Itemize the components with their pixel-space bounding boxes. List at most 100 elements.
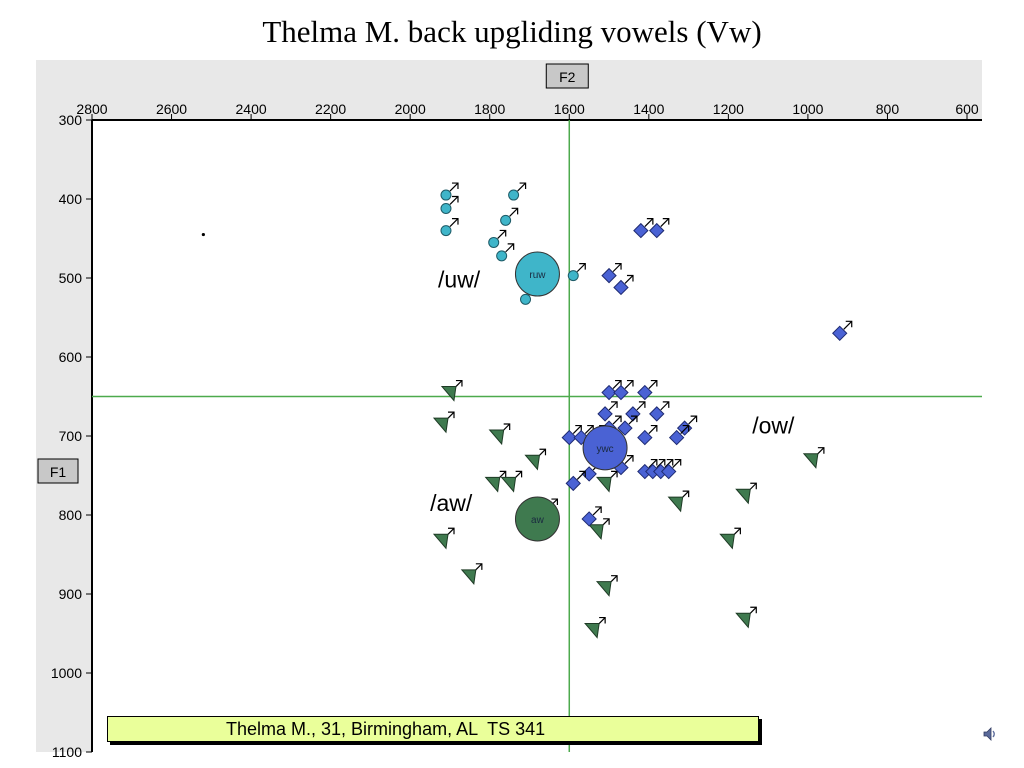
glide-arrow (449, 182, 459, 192)
glide-arrow (584, 425, 594, 435)
data-point-ow (668, 429, 685, 446)
glide-arrowhead (519, 182, 527, 190)
x-tick-label: 1000 (792, 101, 823, 117)
glide-arrow (576, 263, 586, 273)
glide-arrowhead (690, 415, 698, 423)
plot-area (92, 120, 982, 752)
glide-arrow (572, 425, 582, 435)
vowel-annotation: /ow/ (752, 413, 795, 439)
glide-arrowhead (448, 411, 455, 419)
data-point-uw (440, 202, 452, 214)
glide-arrowhead (662, 401, 670, 408)
mean-label: ruw (529, 270, 546, 281)
glide-arrowhead (611, 575, 618, 582)
glide-arrow (592, 506, 602, 516)
glide-arrow (624, 455, 634, 465)
glide-arrow (505, 243, 515, 253)
glide-arrow (612, 380, 622, 389)
data-point-ow (561, 429, 577, 446)
mean-marker (582, 425, 628, 471)
x-tick-label: 800 (876, 101, 900, 117)
data-point-uw (488, 236, 500, 248)
data-point-aw (735, 612, 751, 629)
speaker-icon[interactable] (982, 726, 998, 742)
glide-arrow (636, 401, 646, 411)
data-point-aw (500, 476, 517, 493)
glide-arrowhead (615, 415, 622, 423)
data-point-ow (617, 420, 633, 436)
data-point-aw (460, 569, 477, 585)
data-point-aw (595, 476, 612, 493)
glide-arrowhead (817, 447, 825, 454)
data-point-ow (601, 267, 617, 284)
data-point-uw (440, 225, 452, 237)
data-point-ow (597, 406, 613, 422)
glide-arrowhead (499, 470, 507, 478)
data-point-uw (496, 250, 508, 262)
glide-arrow (660, 218, 670, 228)
data-point-uw (520, 293, 532, 305)
glide-arrowhead (650, 379, 658, 387)
data-point-ow (649, 406, 665, 422)
chart-title: Thelma M. back upgliding vowels (Vw) (262, 14, 762, 49)
glide-arrow (509, 207, 519, 217)
y-tick-label: 700 (59, 428, 83, 444)
data-point-ow (637, 384, 653, 401)
y-tick-label: 500 (59, 270, 83, 286)
glide-arrowhead (845, 320, 853, 328)
glide-arrowhead (515, 470, 523, 478)
data-point-aw (802, 453, 819, 469)
y-tick-label: 300 (59, 112, 83, 128)
glide-arrow (648, 459, 658, 468)
data-point-ow (613, 279, 629, 296)
glide-arrowhead (615, 379, 622, 387)
y-tick-label: 800 (59, 507, 83, 523)
y-axis-title: F1 (50, 464, 67, 480)
glide-arrow (672, 459, 682, 468)
glide-arrow (608, 401, 618, 411)
glide-arrow (449, 218, 459, 228)
data-point-aw (432, 417, 449, 434)
glide-arrowhead (499, 229, 507, 237)
glide-arrow (612, 263, 622, 273)
stray-point (201, 232, 205, 237)
glide-arrow (624, 275, 634, 284)
glide-arrowhead (626, 379, 634, 387)
y-tick-label: 400 (59, 191, 83, 207)
mean-label: aw (531, 515, 545, 526)
y-tick-label: 600 (59, 349, 83, 365)
mean-marker (514, 251, 560, 297)
glide-arrowhead (539, 448, 547, 456)
glide-arrowhead (734, 527, 741, 535)
glide-arrow (517, 182, 527, 192)
glide-arrowhead (575, 424, 582, 432)
x-tick-label: 2800 (76, 101, 107, 117)
glide-arrow (648, 425, 658, 435)
glide-arrow (628, 415, 638, 425)
glide-arrowhead (666, 458, 674, 466)
glide-arrowhead (626, 274, 634, 282)
data-point-uw (508, 189, 520, 201)
data-point-aw (432, 533, 449, 550)
x-tick-label: 2600 (156, 101, 187, 117)
data-point-aw (588, 524, 604, 540)
glide-arrowhead (750, 482, 757, 490)
x-tick-label: 2400 (236, 101, 267, 117)
y-tick-label: 1100 (52, 744, 82, 760)
y-tick-label: 900 (59, 586, 83, 602)
vowel-annotation: /uw/ (438, 266, 481, 292)
glide-arrowhead (507, 243, 515, 250)
data-point-aw (719, 533, 735, 550)
glide-arrowhead (658, 458, 666, 466)
data-point-ow (581, 511, 597, 527)
data-point-uw (567, 270, 579, 282)
glide-arrowhead (511, 207, 519, 215)
data-point-aw (488, 429, 505, 446)
glide-arrow (497, 230, 507, 239)
glide-arrowhead (503, 423, 511, 430)
data-point-aw (735, 488, 751, 505)
glide-arrow (680, 425, 690, 435)
glide-arrowhead (475, 563, 483, 570)
data-point-ow (573, 429, 589, 446)
